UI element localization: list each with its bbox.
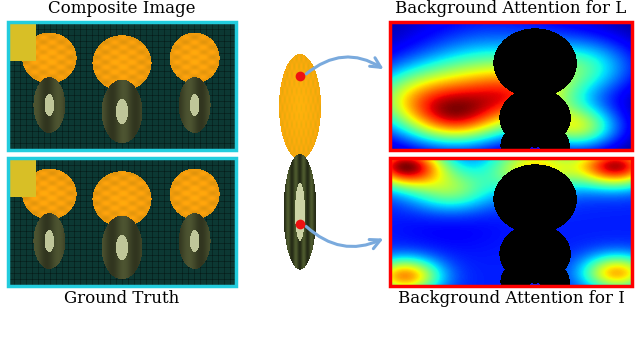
- FancyArrowPatch shape: [306, 226, 380, 249]
- Text: Ground Truth: Ground Truth: [65, 290, 180, 307]
- Bar: [390, 22, 632, 150]
- Bar: [390, 158, 632, 286]
- FancyArrowPatch shape: [306, 57, 381, 74]
- Bar: [8, 22, 236, 150]
- Text: Background Attention for L: Background Attention for L: [396, 0, 627, 17]
- Bar: [8, 158, 236, 286]
- Text: Background Attention for I: Background Attention for I: [397, 290, 625, 307]
- Text: Composite Image: Composite Image: [48, 0, 196, 17]
